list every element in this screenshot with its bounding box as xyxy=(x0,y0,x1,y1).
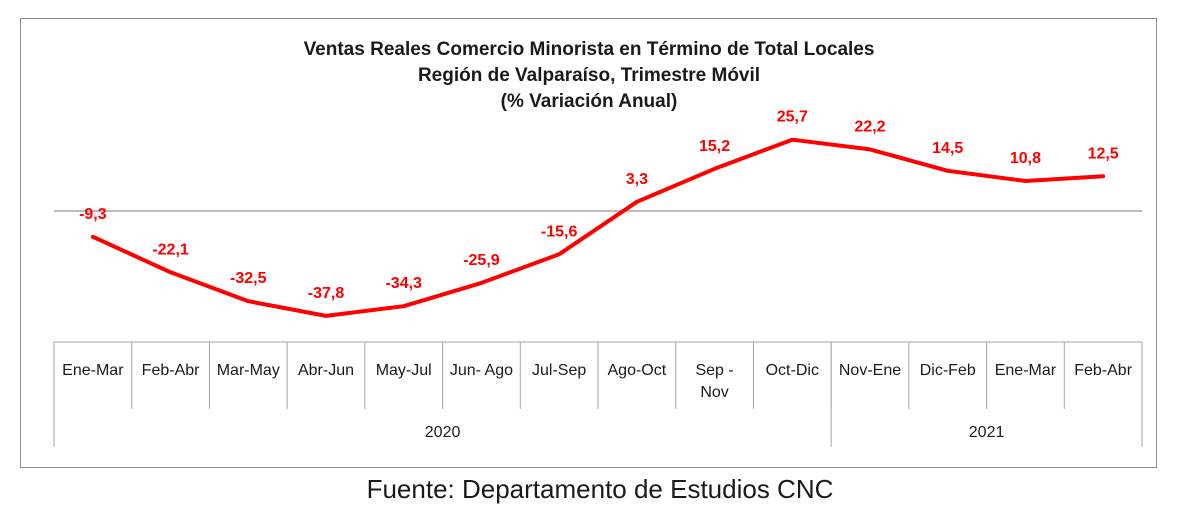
data-label: -34,3 xyxy=(385,275,422,292)
category-label: Ene-Mar xyxy=(995,362,1057,379)
category-labels: Ene-Mar Feb-Abr Mar-May Abr-Jun May-Jul Jun- … xyxy=(62,362,1133,401)
year-label: 2021 xyxy=(969,424,1005,441)
year-label: 2020 xyxy=(425,424,461,441)
series-line xyxy=(90,137,1106,318)
category-label: Dic-Feb xyxy=(920,362,976,379)
chart-frame: Ventas Reales Comercio Minorista en Térm… xyxy=(20,18,1157,468)
source-note: Fuente: Departamento de Estudios CNC xyxy=(366,474,834,504)
category-label: Mar-May xyxy=(217,362,280,379)
data-label: -32,5 xyxy=(230,270,267,287)
data-label: -9,3 xyxy=(79,206,107,223)
category-label: Feb-Abr xyxy=(142,362,200,379)
data-label: -25,9 xyxy=(463,252,500,269)
data-label: 3,3 xyxy=(626,171,648,188)
category-label: Ago-Oct xyxy=(608,362,667,379)
data-label: -22,1 xyxy=(152,241,189,258)
category-label: Sep -Nov xyxy=(695,362,733,401)
data-label: -15,6 xyxy=(541,223,578,240)
data-label: 10,8 xyxy=(1010,150,1041,167)
data-label: 25,7 xyxy=(777,109,808,126)
data-labels: -9,3 -22,1 -32,5 -37,8 -34,3 -25,9 -15,6 3,3 15,… xyxy=(79,109,1119,302)
category-label: Ene-Mar xyxy=(62,362,124,379)
category-label: May-Jul xyxy=(376,362,432,379)
chart-title-line-3: (% Variación Anual) xyxy=(501,91,678,112)
category-label: Nov-Ene xyxy=(839,362,901,379)
category-label: Jul-Sep xyxy=(532,362,586,379)
category-label: Abr-Jun xyxy=(298,362,354,379)
chart-title: Ventas Reales Comercio Minorista en Térm… xyxy=(304,39,875,112)
chart-title-line-2: Región de Valparaíso, Trimestre Móvil xyxy=(418,65,760,86)
category-label: Feb-Abr xyxy=(1074,362,1132,379)
category-label: Oct-Dic xyxy=(766,362,819,379)
line-chart: Ventas Reales Comercio Minorista en Térm… xyxy=(53,39,1143,447)
category-label: Jun- Ago xyxy=(450,362,513,379)
data-label: 12,5 xyxy=(1088,145,1119,162)
category-axis xyxy=(53,341,1143,447)
year-labels: 2020 2021 xyxy=(425,424,1005,441)
data-label: -37,8 xyxy=(308,285,345,302)
data-label: 14,5 xyxy=(932,140,963,157)
chart-title-line-1: Ventas Reales Comercio Minorista en Térm… xyxy=(304,39,875,60)
data-label: 15,2 xyxy=(699,138,730,155)
data-label: 22,2 xyxy=(854,118,885,135)
